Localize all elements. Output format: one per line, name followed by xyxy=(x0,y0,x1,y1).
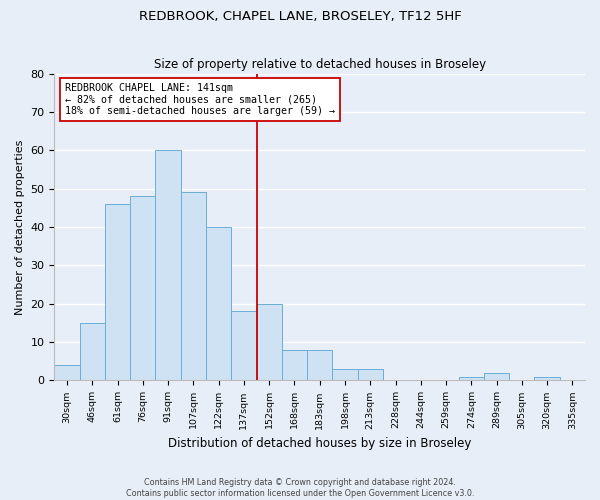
Text: REDBROOK, CHAPEL LANE, BROSELEY, TF12 5HF: REDBROOK, CHAPEL LANE, BROSELEY, TF12 5H… xyxy=(139,10,461,23)
Bar xyxy=(282,350,307,380)
Bar xyxy=(206,227,231,380)
Bar xyxy=(155,150,181,380)
Title: Size of property relative to detached houses in Broseley: Size of property relative to detached ho… xyxy=(154,58,486,71)
Text: REDBROOK CHAPEL LANE: 141sqm
← 82% of detached houses are smaller (265)
18% of s: REDBROOK CHAPEL LANE: 141sqm ← 82% of de… xyxy=(65,83,335,116)
X-axis label: Distribution of detached houses by size in Broseley: Distribution of detached houses by size … xyxy=(168,437,472,450)
Bar xyxy=(80,323,105,380)
Text: Contains HM Land Registry data © Crown copyright and database right 2024.
Contai: Contains HM Land Registry data © Crown c… xyxy=(126,478,474,498)
Bar xyxy=(535,376,560,380)
Bar xyxy=(231,312,257,380)
Bar xyxy=(130,196,155,380)
Bar xyxy=(332,369,358,380)
Bar xyxy=(55,365,80,380)
Bar xyxy=(181,192,206,380)
Bar xyxy=(257,304,282,380)
Bar xyxy=(105,204,130,380)
Bar xyxy=(484,373,509,380)
Bar xyxy=(458,376,484,380)
Bar xyxy=(307,350,332,380)
Bar xyxy=(358,369,383,380)
Y-axis label: Number of detached properties: Number of detached properties xyxy=(15,140,25,314)
